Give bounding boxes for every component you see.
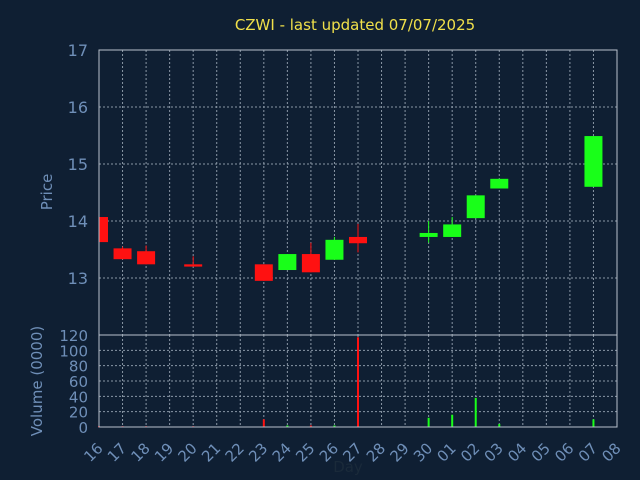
- x-tick-label: 18: [127, 439, 153, 465]
- x-tick-label: 06: [551, 439, 577, 465]
- candle-body: [490, 178, 509, 189]
- volume-bar: [333, 425, 336, 427]
- x-tick-label: 04: [504, 439, 530, 465]
- x-tick-label: 02: [457, 439, 483, 465]
- volume-tick-label: 60: [69, 373, 88, 391]
- x-tick-label: 30: [410, 439, 436, 465]
- volume-bar: [474, 397, 477, 427]
- x-tick-label: 05: [528, 439, 554, 465]
- x-tick-label: 25: [292, 439, 318, 465]
- volume-bar: [427, 417, 430, 427]
- volume-bar: [262, 419, 265, 427]
- candle-body: [113, 248, 132, 260]
- candle-body: [137, 251, 156, 265]
- volume-plot-frame: [98, 334, 618, 428]
- volume-axis-label: Volume (0000): [28, 326, 46, 436]
- x-tick-label: 20: [175, 439, 201, 465]
- x-tick-label: 01: [434, 439, 460, 465]
- volume-tick-label: 120: [59, 327, 88, 345]
- price-panel: 13 14 15 16 17: [68, 41, 618, 336]
- volume-bar: [592, 419, 595, 427]
- price-tick-label: 16: [68, 98, 88, 117]
- x-tick-label: 19: [151, 439, 177, 465]
- candle-body: [443, 224, 462, 237]
- price-tick-label: 15: [68, 155, 88, 174]
- x-tick-label: 21: [198, 439, 224, 465]
- price-tick-label: 14: [68, 212, 88, 231]
- x-tick-label: 16: [80, 439, 106, 465]
- volume-bar: [357, 337, 359, 427]
- x-tick-label: 17: [104, 439, 130, 465]
- candle-body: [584, 136, 603, 187]
- volume-tick-label: 40: [69, 388, 88, 406]
- volume-tick-label: 20: [69, 404, 88, 422]
- volume-panel: 0204060801001201617181920212223242526272…: [59, 327, 624, 466]
- candle-body: [466, 195, 485, 219]
- volume-bar: [286, 425, 289, 427]
- candle-body: [301, 254, 320, 273]
- candle-body: [184, 264, 203, 267]
- price-tick-label: 13: [68, 269, 88, 288]
- x-tick-label: 23: [245, 439, 271, 465]
- x-axis-label: Day: [333, 458, 363, 476]
- volume-tick-label: 80: [69, 358, 88, 376]
- x-tick-label: 24: [269, 439, 295, 465]
- candle-body: [99, 217, 108, 243]
- x-tick-label: 29: [386, 439, 412, 465]
- candle-body: [349, 236, 367, 244]
- candle-body: [278, 254, 297, 271]
- candle-body: [325, 239, 344, 260]
- candle-body: [419, 232, 438, 237]
- chart-title: CZWI - last updated 07/07/2025: [235, 16, 475, 34]
- x-tick-label: 22: [222, 439, 248, 465]
- volume-bar: [309, 425, 312, 427]
- x-tick-label: 28: [363, 439, 389, 465]
- volume-bar: [451, 414, 454, 427]
- x-tick-label: 07: [575, 439, 601, 465]
- price-tick-label: 17: [68, 41, 88, 60]
- volume-tick-label: 0: [78, 419, 88, 437]
- volume-bar: [498, 423, 501, 427]
- price-plot-frame: [98, 49, 618, 336]
- x-tick-label: 03: [481, 439, 507, 465]
- volume-tick-label: 100: [59, 342, 88, 360]
- price-axis-label: Price: [38, 174, 56, 211]
- candle-body: [254, 264, 273, 281]
- x-tick-label: 08: [598, 439, 624, 465]
